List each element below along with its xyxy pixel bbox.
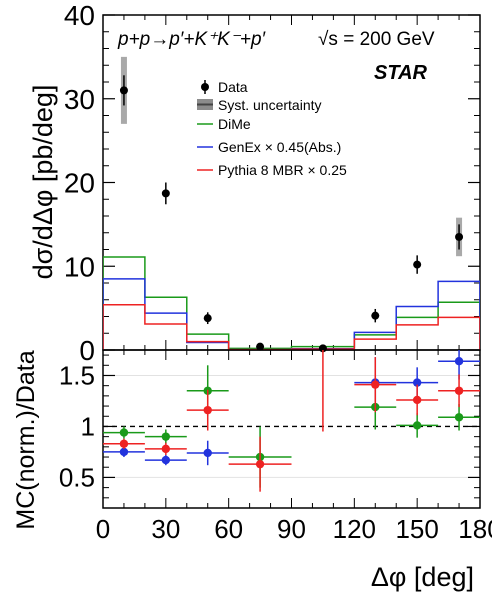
ratio-point [412,395,422,405]
bottom-y-tick-label: 0.5 [59,462,95,492]
data-point [119,86,128,95]
legend-data-label: Data [218,79,248,95]
legend: Data Syst. uncertainty DiMe GenEx × 0.45… [197,79,347,178]
data-point [161,189,170,198]
x-tick-label: 30 [151,514,180,544]
ratio-point [412,378,422,387]
ratio-point [119,439,129,448]
legend-data-marker [201,80,209,94]
histogram-dime [103,256,480,350]
star-label: STAR [374,62,428,84]
legend-pythia-label: Pythia 8 MBR × 0.25 [218,162,347,178]
top-y-tick-label: 0 [79,335,95,366]
ratio-point [203,448,212,458]
ratio-point [255,459,265,469]
energy-label: √s = 200 GeV [318,29,435,50]
top-y-tick-label: 10 [64,251,95,282]
bottom-panel: 0.511.50306090120150180 [59,331,492,544]
top-y-axis-title: dσ/dΔφ [pb/deg] [28,85,58,280]
legend-dime-label: DiMe [218,116,251,132]
x-tick-label: 120 [333,514,376,544]
data-point [455,232,464,241]
bottom-y-tick-label: 1.5 [59,360,95,390]
ratio-point [203,405,212,415]
bottom-frame [102,349,481,509]
ratio-point [161,444,171,454]
legend-genex-label: GenEx × 0.45(Abs.) [218,139,341,155]
process-label: p+p→p′+K⁺K⁻+p′ [117,29,267,50]
ratio-point [161,432,171,441]
x-tick-label: 60 [214,514,243,544]
ratio-series-genex [103,350,480,466]
data-point [203,314,212,323]
data-point [256,342,265,351]
ratio-point [454,357,464,366]
data-point [413,260,422,269]
ratio-point [161,455,171,465]
top-y-tick-label: 30 [64,84,95,115]
ratio-point [454,386,464,395]
ratio-point [371,380,380,389]
x-tick-label: 180 [458,514,492,544]
data-point [371,311,380,320]
ratio-series-pythia [103,331,480,492]
top-y-tick-label: 40 [64,0,95,31]
ratio-point [319,331,327,339]
ratio-point [412,421,422,430]
histogram-genex [103,278,480,350]
bottom-y-tick-label: 1 [81,411,95,441]
top-y-tick-label: 20 [64,168,95,199]
x-tick-label: 0 [96,514,110,544]
top-panel: 0 10 20 30 40 [64,0,481,366]
x-axis-title: Δφ [deg] [371,562,474,592]
ratio-point [119,447,129,457]
x-tick-label: 90 [277,514,306,544]
ratio-point [119,428,129,437]
x-tick-label: 150 [395,514,438,544]
bottom-y-axis-title: MC(norm.)/Data [12,350,40,529]
legend-syst-label: Syst. uncertainty [218,97,322,113]
ratio-point [454,413,464,422]
